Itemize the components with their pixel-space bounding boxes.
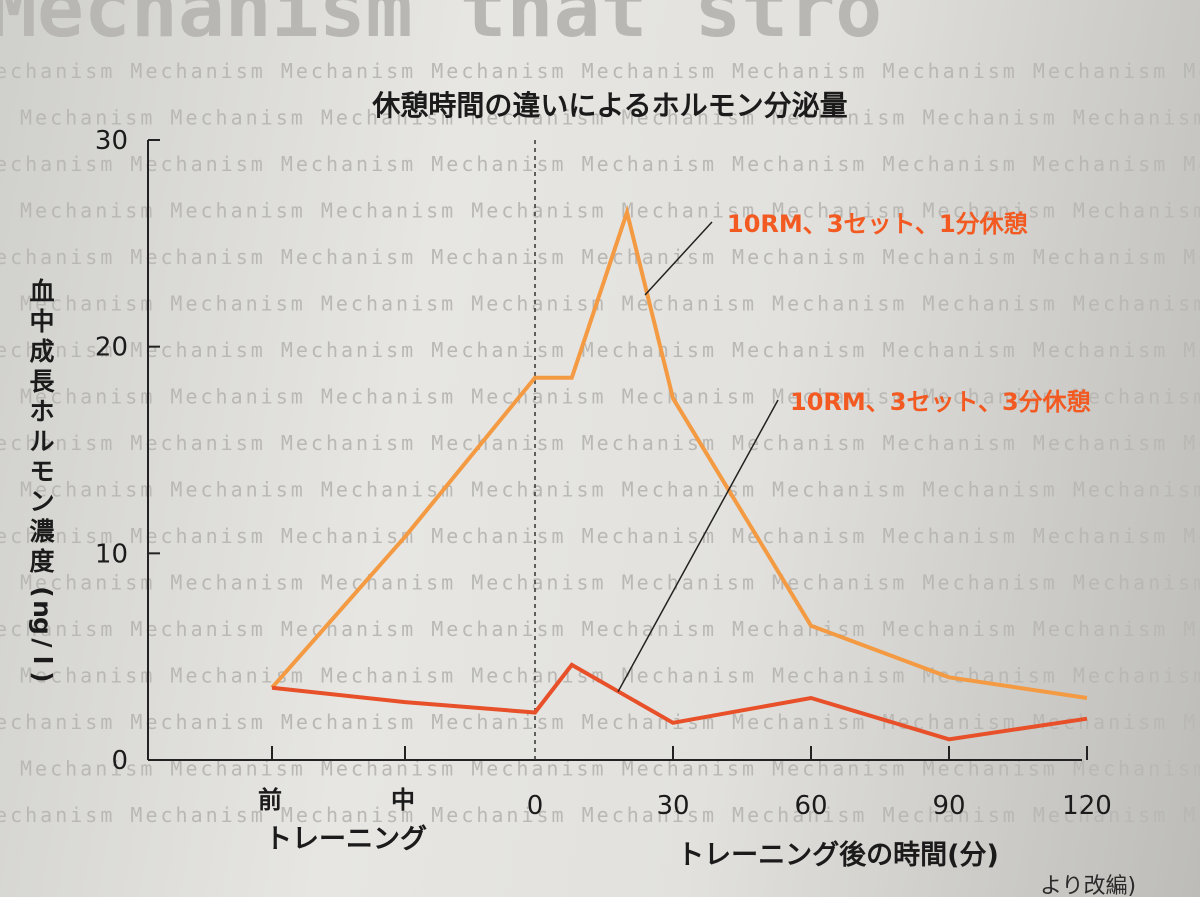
y-axis-label-char: ) <box>28 671 57 682</box>
series-1-label: 10RM、3セット、1分休憩 <box>727 210 1028 238</box>
y-axis-label-char: モ <box>29 457 54 486</box>
y-axis-label-char: ル <box>29 427 54 456</box>
x-tick-label: 90 <box>932 791 965 821</box>
y-axis-label-char: 濃 <box>29 517 55 546</box>
y-axis-label-char: l <box>28 656 57 665</box>
y-axis-label-char: / <box>28 638 57 648</box>
x-group-label: トレーニング <box>265 823 427 855</box>
x-tick-label: 30 <box>656 791 689 821</box>
y-tick-label: 10 <box>95 539 128 569</box>
x-tick-label: 120 <box>1062 791 1112 821</box>
y-tick-label: 30 <box>95 126 128 156</box>
y-axis-label-char: 長 <box>29 367 55 396</box>
x-axis-title: トレーニング後の時間(分) <box>677 839 999 871</box>
series-2-leader-line <box>617 399 779 693</box>
x-tick-label: 0 <box>527 791 544 821</box>
series-1-leader-line <box>644 221 713 296</box>
y-axis-label-char: 中 <box>29 307 54 336</box>
y-axis-label-char: 血 <box>29 277 54 306</box>
x-tick-label: 60 <box>794 791 827 821</box>
series-line-2 <box>271 662 1088 742</box>
y-axis-label-char: n <box>28 600 57 618</box>
y-axis-label-char: g <box>28 617 57 635</box>
y-axis-label-char: ン <box>29 487 54 516</box>
x-category-label: 前 <box>258 786 282 814</box>
y-axis-label-char: ( <box>28 586 57 597</box>
y-tick-label: 0 <box>111 746 128 776</box>
y-axis-label-char: 度 <box>29 547 54 576</box>
y-axis-label-char: ホ <box>29 397 54 426</box>
y-tick-label: 20 <box>95 333 128 363</box>
chart-title: 休憩時間の違いによるホルモン分泌量 <box>371 89 847 122</box>
x-category-label: 中 <box>391 786 415 814</box>
series-line-1 <box>270 205 1088 700</box>
y-axis-label-char: 成 <box>29 337 54 366</box>
series-2-label: 10RM、3セット、3分休憩 <box>790 388 1091 416</box>
